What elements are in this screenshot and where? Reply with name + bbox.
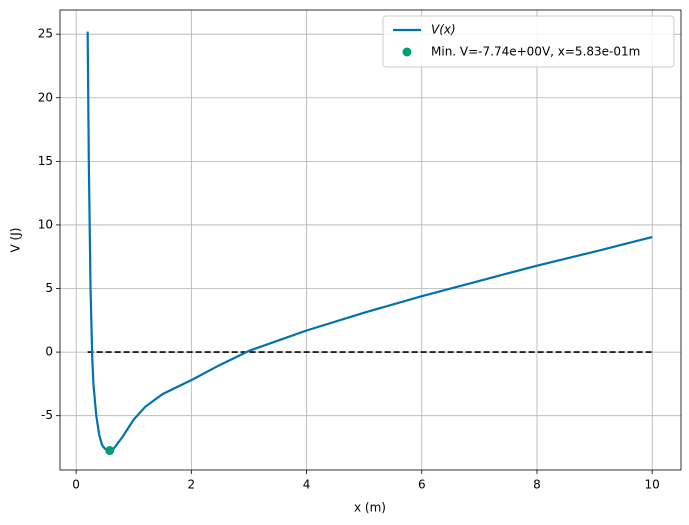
legend-box	[382, 15, 675, 68]
x-tick-label: 4	[303, 478, 311, 492]
x-tick-label: 8	[533, 478, 541, 492]
line	[86, 31, 653, 452]
y-tick-label: -5	[41, 408, 53, 422]
y-tick-label: 10	[38, 217, 53, 231]
x-tick-label: 10	[645, 478, 660, 492]
y-tick-label: 15	[38, 154, 53, 168]
plot-frame	[59, 9, 682, 471]
y-tick-label: 25	[38, 27, 53, 41]
y-tick-label: 0	[45, 345, 53, 359]
y-axis-label: V (J)	[9, 228, 23, 253]
legend-label: Min. V=-7.74e+00V, x=5.83e-01m	[431, 45, 640, 59]
x-tick-label: 2	[188, 478, 196, 492]
legend-swatch	[402, 47, 412, 57]
legend-label: V(x)	[431, 23, 456, 37]
x-tick-label: 6	[418, 478, 426, 492]
minimum-point	[105, 446, 115, 456]
x-axis-label: x (m)	[354, 501, 386, 515]
y-tick-label: 5	[45, 281, 53, 295]
y-tick-label: 20	[38, 90, 53, 104]
x-tick-label: 0	[72, 478, 80, 492]
